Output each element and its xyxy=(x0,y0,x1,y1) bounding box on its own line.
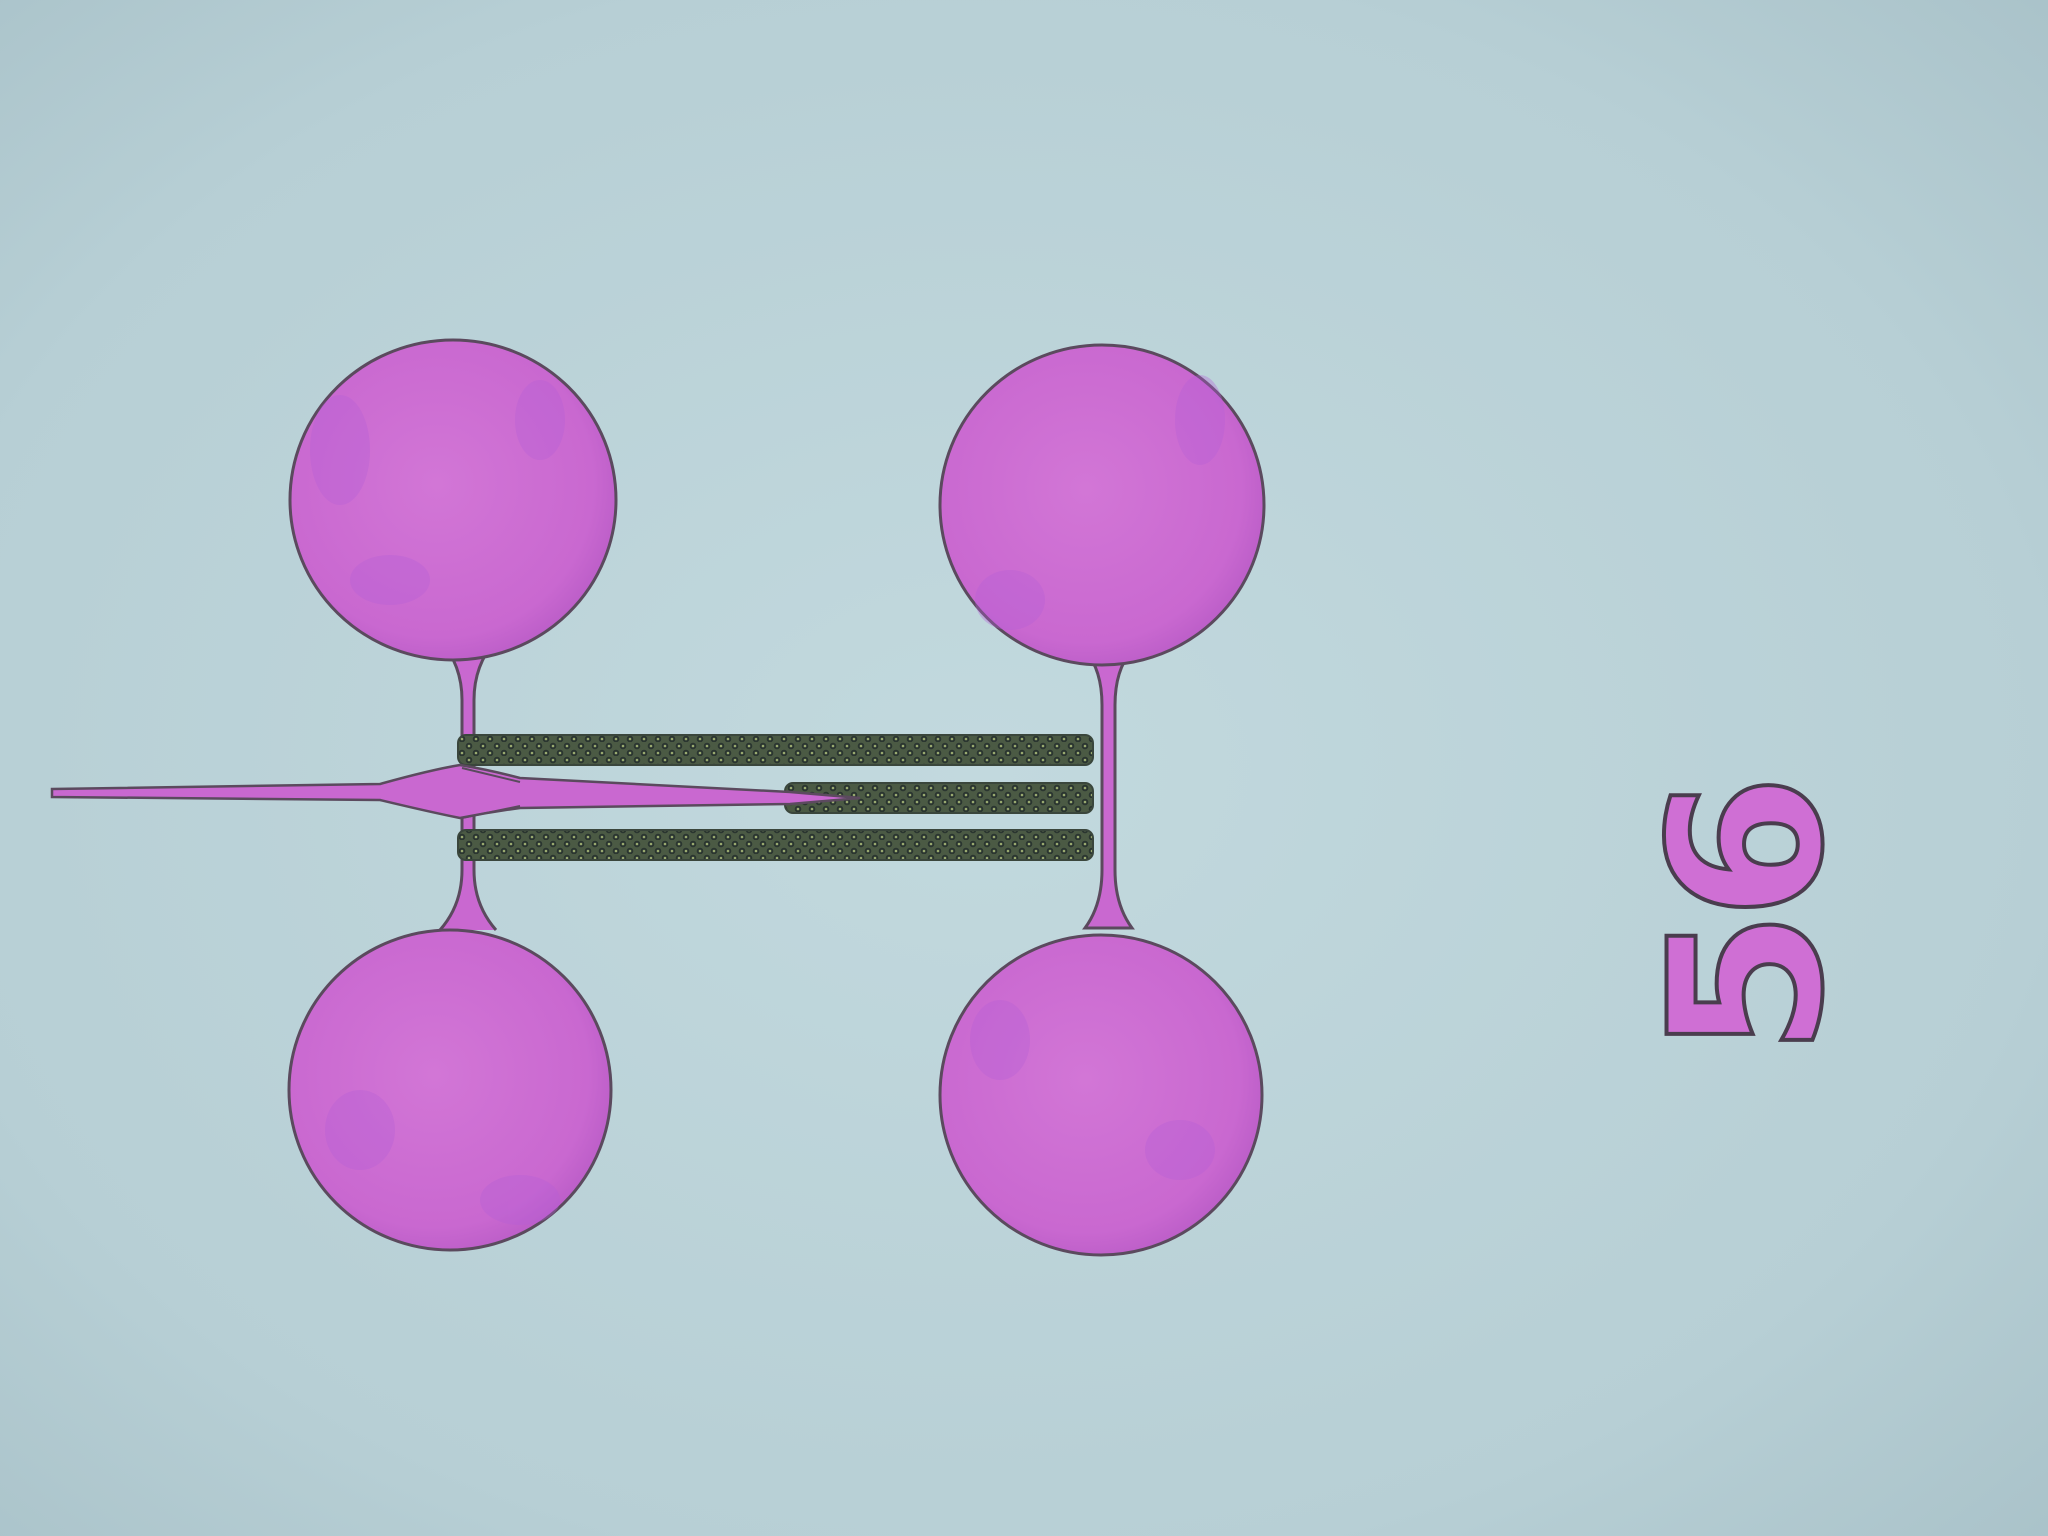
device-label-56: 56 xyxy=(1623,782,1872,1058)
nanobeam-cavities xyxy=(457,734,1094,861)
svg-text:56: 56 xyxy=(1625,784,1870,1056)
nanobeam-bottom xyxy=(457,829,1094,861)
pad-bottom-right xyxy=(938,933,1264,1257)
input-waveguide xyxy=(50,763,861,820)
pad-top-left xyxy=(288,338,618,662)
nanobeam-top xyxy=(457,734,1094,766)
pad-texture xyxy=(310,375,1225,1225)
junction-gap-bottom xyxy=(461,805,521,819)
pad-bottom-left xyxy=(287,928,613,1252)
junction-gap-top xyxy=(461,767,521,783)
right-stem xyxy=(1081,648,1136,930)
pad-top-right xyxy=(938,343,1266,667)
